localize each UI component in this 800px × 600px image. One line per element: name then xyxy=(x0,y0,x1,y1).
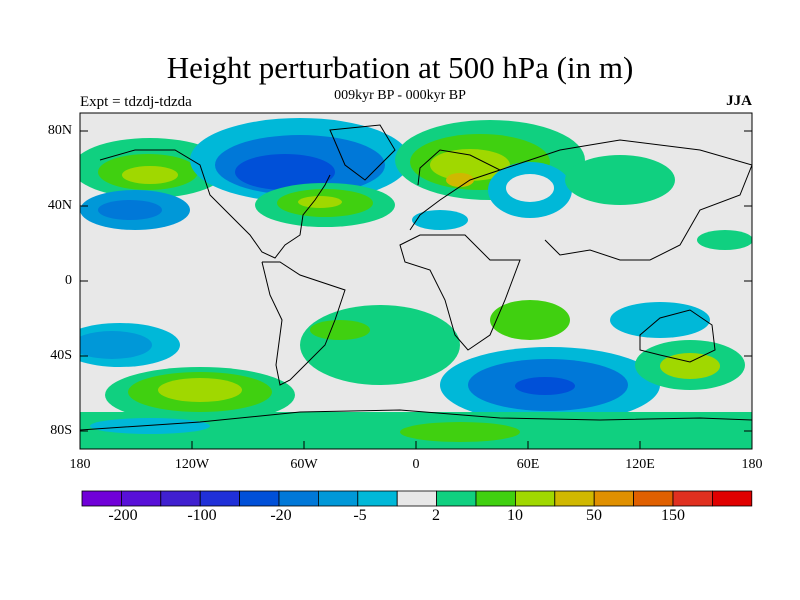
colorbar-label-4: -5 xyxy=(353,507,367,524)
colorbar-box xyxy=(396,490,438,507)
lon-label-120w: 120W xyxy=(174,457,210,472)
colorbar-box xyxy=(81,490,122,507)
north-america-coast xyxy=(99,149,331,259)
lon-label-60e: 60E xyxy=(516,457,540,472)
coastlines xyxy=(80,124,752,431)
season-label: JJA xyxy=(726,93,752,109)
south-america-coast xyxy=(261,261,346,386)
lon-label-120e: 120E xyxy=(625,457,655,472)
colorbar-box xyxy=(672,490,713,507)
colorbar-box xyxy=(712,490,753,507)
lat-label-40n: 40N xyxy=(47,198,72,213)
plot-subtitle: 009kyr BP - 000kyr BP xyxy=(334,88,466,103)
lat-label-80n: 80N xyxy=(47,123,72,138)
colorbar-box xyxy=(436,490,477,507)
colorbar-box xyxy=(160,490,201,507)
field-safrica xyxy=(490,300,570,340)
colorbar-label-5: 2 xyxy=(432,507,440,524)
colorbar-label-3: -20 xyxy=(270,507,292,524)
colorbar-box xyxy=(199,490,240,507)
axis-ticks xyxy=(80,130,752,449)
colorbar-box xyxy=(593,490,635,507)
colorbar-box xyxy=(554,490,595,507)
colorbar-box xyxy=(317,490,359,507)
field-easia xyxy=(565,155,675,205)
antarctica-coast xyxy=(80,409,752,431)
lon-label-180e: 180 xyxy=(741,457,763,472)
colorbar-box xyxy=(515,490,556,507)
colorbar-label-7: 50 xyxy=(586,507,602,524)
colorbar xyxy=(81,490,753,507)
asia-coast xyxy=(499,139,752,261)
colorbar-box xyxy=(239,490,280,507)
lon-label-60w: 60W xyxy=(290,457,318,472)
colorbar-box xyxy=(121,490,162,507)
lon-label-180w: 180 xyxy=(69,457,91,472)
colorbar-box xyxy=(633,490,674,507)
experiment-label: Expt = tdzdj-tdzda xyxy=(80,94,192,110)
colorbar-label-6: 10 xyxy=(507,507,523,524)
colorbar-box xyxy=(278,490,319,507)
plot-title: Height perturbation at 500 hPa (in m) xyxy=(166,50,634,85)
lat-label-80s: 80S xyxy=(50,423,72,438)
colorbar-box xyxy=(475,490,516,507)
field-satlantic xyxy=(300,305,460,385)
colorbar-box xyxy=(357,490,398,507)
lat-label-40s: 40S xyxy=(50,348,72,363)
australia-coast xyxy=(639,309,716,363)
colorbar-label-1: -200 xyxy=(108,507,138,524)
colorbar-label-8: 150 xyxy=(661,507,685,524)
lon-label-0: 0 xyxy=(412,457,420,472)
lat-label-0: 0 xyxy=(65,273,72,288)
africa-coast xyxy=(399,234,521,351)
contour-fields xyxy=(80,118,752,449)
greenland-coast xyxy=(329,124,396,181)
colorbar-label-2: -100 xyxy=(187,507,217,524)
